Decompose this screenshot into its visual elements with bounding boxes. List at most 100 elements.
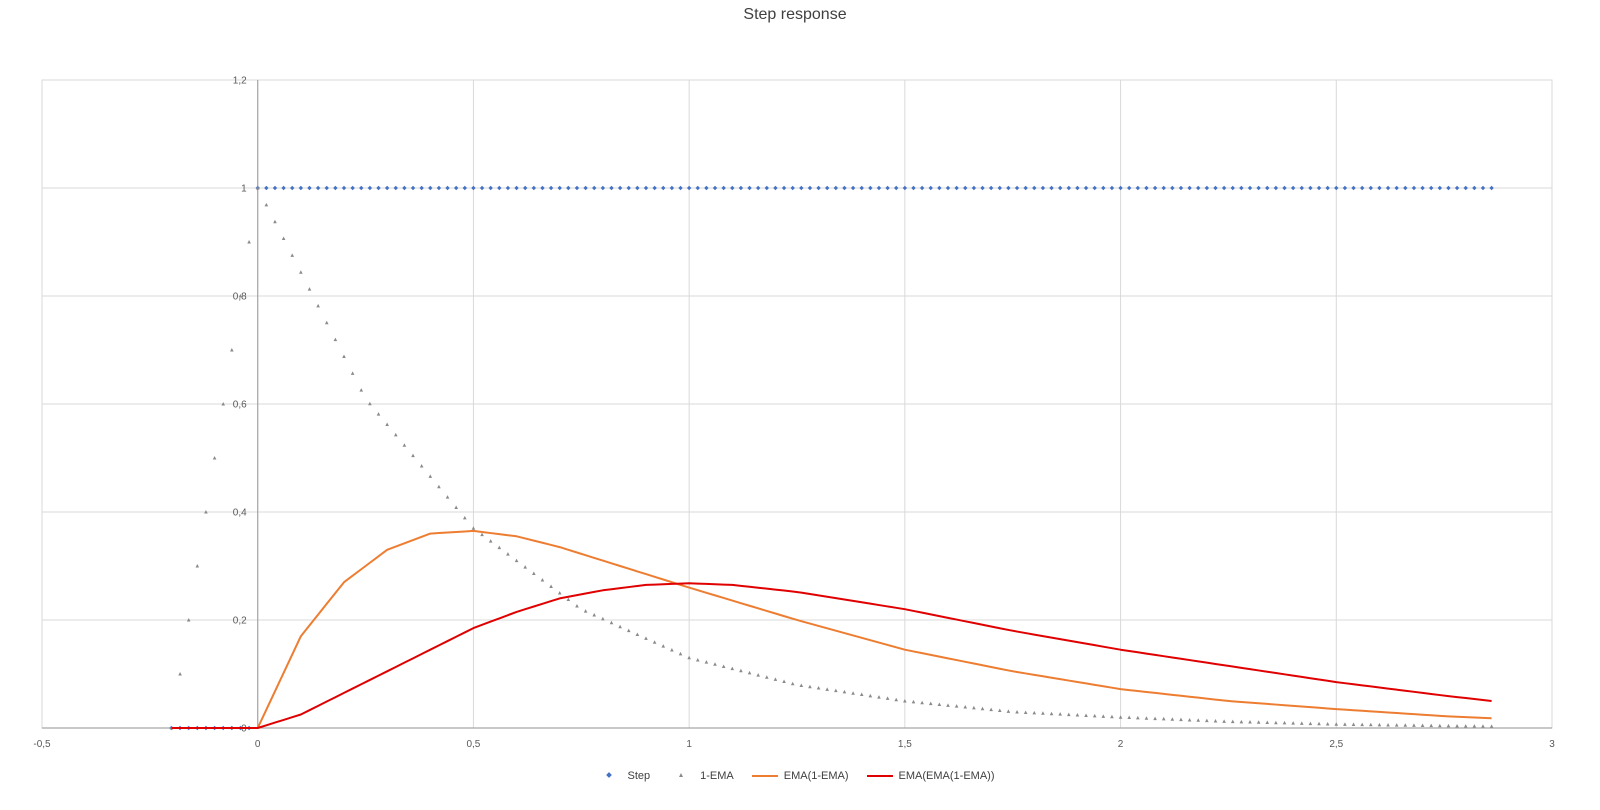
- data-point: [1239, 185, 1244, 191]
- data-point: [1455, 723, 1459, 728]
- data-point: [463, 515, 467, 520]
- y-tick-label: 0,6: [233, 400, 247, 411]
- x-tick-label: 1: [686, 739, 692, 750]
- data-point: [1213, 719, 1218, 723]
- data-point: [928, 701, 933, 706]
- data-point: [1420, 723, 1425, 728]
- data-point: [350, 371, 355, 375]
- data-point: [635, 632, 640, 636]
- data-point: [350, 185, 355, 191]
- data-point: [911, 699, 916, 704]
- data-point: [393, 432, 398, 437]
- data-point: [1317, 721, 1321, 726]
- data-point: [1006, 185, 1011, 191]
- data-point: [1144, 185, 1149, 191]
- legend-label: Step: [627, 770, 651, 782]
- legend-label: 1-EMA: [700, 770, 734, 782]
- data-point: [1057, 185, 1063, 191]
- data-point: [868, 185, 873, 191]
- data-point: [523, 185, 528, 191]
- data-point: [531, 185, 537, 191]
- data-point: [1385, 185, 1391, 191]
- data-point: [851, 691, 855, 695]
- data-point: [1015, 710, 1019, 714]
- data-point: [1274, 720, 1278, 725]
- data-point: [1023, 710, 1028, 714]
- data-point: [635, 185, 640, 191]
- data-point: [359, 185, 364, 191]
- data-point: [747, 670, 752, 675]
- data-point: [1127, 715, 1131, 720]
- data-point: [506, 552, 510, 556]
- data-point: [713, 662, 717, 666]
- data-point: [626, 185, 631, 191]
- data-point: [1187, 717, 1192, 722]
- data-point: [575, 603, 579, 608]
- data-point: [730, 666, 735, 671]
- data-point: [307, 287, 312, 291]
- data-point: [1221, 185, 1227, 191]
- data-point: [1481, 724, 1485, 728]
- data-point: [540, 185, 545, 191]
- data-point: [894, 185, 899, 191]
- data-point: [204, 510, 208, 514]
- data-point: [1403, 723, 1408, 727]
- data-point: [1429, 185, 1434, 191]
- data-point: [877, 695, 881, 699]
- data-point: [1144, 716, 1149, 720]
- data-point: [1342, 185, 1348, 191]
- data-point: [1101, 185, 1106, 191]
- data-point: [1179, 717, 1183, 722]
- data-point: [937, 702, 942, 706]
- data-point: [1463, 185, 1468, 191]
- data-point: [186, 618, 191, 622]
- data-point: [1170, 717, 1175, 721]
- data-point: [850, 185, 856, 191]
- data-point: [609, 185, 614, 191]
- data-point: [1248, 720, 1252, 724]
- data-point: [583, 609, 588, 613]
- y-tick-label: 1,2: [233, 76, 247, 87]
- data-point: [1420, 185, 1425, 191]
- data-point: [1066, 185, 1071, 191]
- data-point: [1472, 724, 1477, 728]
- data-point: [704, 185, 709, 191]
- data-point: [264, 185, 269, 191]
- data-point: [808, 684, 812, 689]
- data-point: [1351, 722, 1356, 726]
- data-point: [980, 706, 985, 711]
- data-point: [1359, 185, 1365, 191]
- data-point: [333, 337, 338, 342]
- data-point: [453, 185, 459, 191]
- data-point: [1265, 185, 1270, 191]
- data-point: [238, 294, 243, 298]
- data-point: [885, 696, 890, 700]
- data-point: [445, 185, 450, 191]
- data-point: [1273, 185, 1279, 191]
- data-point: [1265, 720, 1270, 724]
- data-point: [178, 672, 182, 676]
- legend-marker-diamond-icon: [596, 771, 622, 781]
- data-point: [920, 700, 924, 705]
- data-point: [1075, 713, 1080, 717]
- data-point: [1118, 715, 1123, 719]
- data-point: [1308, 721, 1313, 726]
- data-point: [773, 677, 778, 681]
- data-point: [1369, 722, 1373, 727]
- legend-item-step: Step: [596, 770, 651, 782]
- data-point: [1438, 723, 1442, 728]
- data-point: [514, 185, 519, 191]
- data-point: [782, 679, 786, 684]
- data-point: [963, 705, 968, 709]
- data-point: [1075, 185, 1080, 191]
- data-point: [1256, 720, 1261, 724]
- data-point: [842, 185, 847, 191]
- data-point: [264, 202, 269, 207]
- data-point: [747, 185, 752, 191]
- data-point: [704, 660, 709, 664]
- x-tick-label: 0,5: [466, 739, 480, 750]
- data-point: [324, 185, 329, 191]
- data-point: [368, 401, 372, 406]
- data-point: [652, 185, 657, 191]
- data-point: [1084, 713, 1088, 717]
